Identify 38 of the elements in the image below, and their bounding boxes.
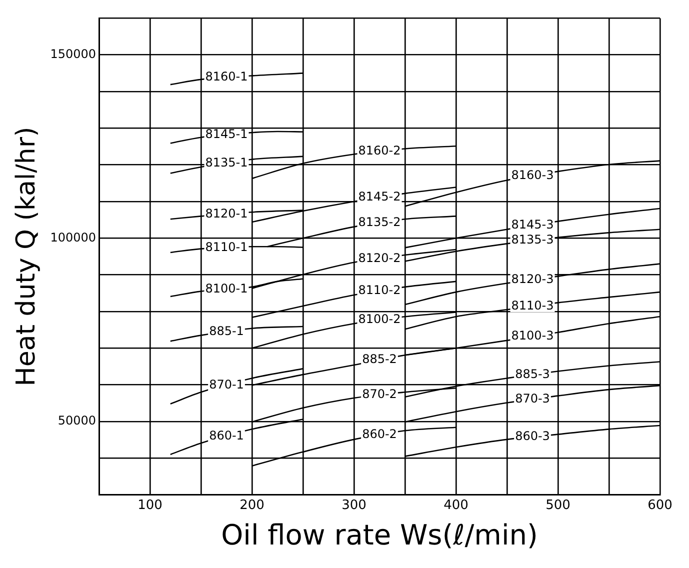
x-tick-label: 200 (240, 498, 264, 513)
series-label: 8110-3 (511, 298, 554, 312)
series-label: 8145-2 (358, 190, 401, 204)
series-label: 8135-3 (511, 232, 554, 247)
series-label: 860-2 (362, 427, 397, 442)
series-label: 870-3 (515, 391, 550, 406)
y-axis-title: Heat duty Q (kal/hr) (11, 126, 42, 386)
x-tick-label: 600 (648, 498, 672, 513)
series-label: 885-2 (362, 352, 397, 366)
series-label: 8120-2 (358, 250, 401, 265)
series-label: 8160-3 (511, 168, 554, 182)
series-label: 8160-1 (205, 70, 248, 84)
series-label: 8135-2 (358, 215, 401, 230)
series-label: 885-3 (515, 366, 550, 381)
y-tick-label: 150000 (50, 46, 96, 61)
series-label: 8135-1 (205, 155, 248, 170)
series-label: 8145-3 (511, 217, 554, 232)
series-label: 8160-2 (358, 144, 401, 158)
x-axis-title: Oil flow rate Ws(ℓ/min) (221, 518, 538, 552)
series-label: 860-1 (209, 428, 244, 442)
series-label: 870-2 (362, 387, 397, 402)
series-label: 8100-2 (358, 312, 401, 326)
series-label: 860-3 (515, 429, 550, 443)
x-tick-label: 100 (138, 498, 162, 513)
x-tick-label: 500 (546, 498, 570, 513)
y-tick-label: 50000 (58, 414, 96, 428)
series-label: 8100-1 (205, 281, 248, 296)
series-label: 8110-1 (205, 240, 248, 254)
x-tick-label: 400 (444, 498, 468, 513)
series-label: 8120-3 (511, 272, 554, 286)
series-label: 870-1 (209, 377, 244, 392)
series-label: 8100-3 (511, 328, 554, 343)
series-label: 8110-2 (358, 283, 401, 298)
series-label: 885-1 (209, 324, 244, 338)
series-label: 8145-1 (205, 127, 248, 142)
y-tick-label: 100000 (50, 230, 96, 244)
x-tick-label: 300 (342, 498, 366, 513)
series-label: 8120-1 (205, 206, 248, 220)
